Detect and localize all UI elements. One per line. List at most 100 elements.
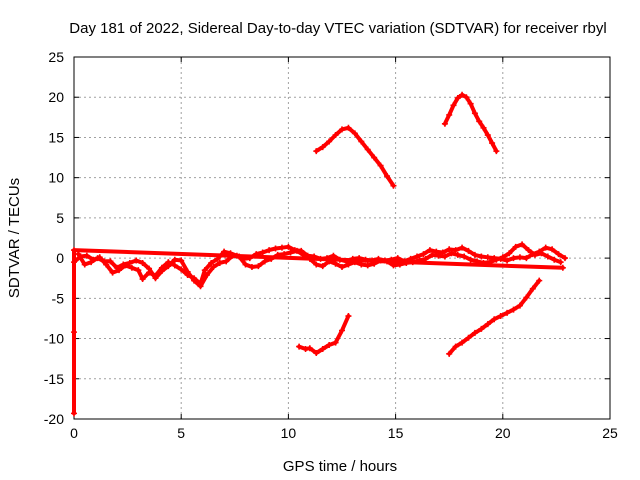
data-point — [81, 261, 88, 268]
data-point — [358, 261, 365, 268]
data-point — [452, 343, 459, 350]
data-point — [465, 334, 472, 341]
data-point — [242, 261, 249, 268]
data-point — [446, 246, 453, 253]
y-tick-label: 0 — [56, 250, 64, 266]
data-point — [476, 118, 483, 125]
data-point — [384, 173, 391, 180]
data-point — [302, 346, 309, 353]
data-point — [113, 264, 120, 271]
y-tick-label: 10 — [48, 170, 64, 186]
plot-frame — [73, 56, 611, 420]
data-point — [278, 244, 285, 251]
series-outliers — [71, 247, 566, 417]
data-point — [544, 253, 551, 260]
grid-lines — [74, 57, 610, 419]
data-point — [339, 126, 345, 133]
data-point — [128, 264, 135, 271]
data-point — [71, 247, 77, 254]
data-point — [319, 346, 326, 353]
data-point — [259, 249, 266, 256]
data-point — [377, 162, 384, 169]
data-point — [248, 263, 255, 270]
data-point — [345, 261, 352, 268]
data-point — [390, 182, 397, 189]
data-point — [296, 343, 303, 350]
data-point — [478, 253, 485, 260]
data-point — [139, 259, 146, 266]
x-tick-label: 15 — [388, 425, 404, 441]
data-point — [551, 256, 558, 263]
data-point — [313, 261, 320, 268]
data-point — [371, 154, 378, 161]
data-point — [332, 260, 339, 267]
data-point — [120, 261, 127, 268]
data-point — [261, 258, 268, 265]
data-point — [364, 146, 371, 153]
series-trace — [314, 125, 396, 188]
data-point — [499, 254, 506, 261]
data-point — [165, 263, 172, 270]
data-point — [549, 246, 556, 253]
data-point — [345, 124, 352, 131]
y-tick-label: 5 — [56, 210, 64, 226]
data-point — [489, 140, 496, 147]
data-point — [480, 124, 487, 131]
series-upper-arc-2 — [441, 91, 500, 155]
data-point — [441, 120, 448, 127]
data-point — [203, 272, 210, 279]
data-point — [158, 267, 165, 274]
data-point — [71, 410, 77, 417]
data-point — [484, 254, 491, 261]
data-point — [459, 339, 466, 346]
data-point — [178, 257, 185, 264]
data-point — [414, 253, 421, 260]
series-trace — [76, 242, 563, 289]
series-lower-arc-2 — [446, 277, 543, 357]
data-point — [493, 256, 500, 263]
data-point — [178, 266, 185, 273]
data-point — [504, 257, 511, 264]
data-point — [471, 110, 478, 117]
chart-title: Day 181 of 2022, Sidereal Day-to-day VTE… — [69, 20, 606, 37]
data-point — [107, 258, 114, 265]
data-point — [88, 259, 95, 266]
data-point — [510, 255, 517, 262]
data-point — [435, 252, 442, 259]
data-point — [516, 302, 523, 309]
data-point — [266, 247, 273, 254]
data-point — [339, 327, 345, 334]
data-point — [446, 350, 453, 357]
data-points — [71, 91, 568, 417]
data-point — [293, 247, 300, 254]
data-point — [555, 251, 562, 258]
data-point — [126, 259, 133, 266]
data-point — [94, 255, 101, 262]
y-tick-label: 20 — [48, 89, 64, 105]
data-point — [467, 100, 474, 107]
data-point — [471, 251, 478, 258]
data-point — [255, 263, 262, 270]
data-point — [319, 263, 326, 270]
data-point — [201, 267, 208, 274]
data-point — [285, 243, 292, 250]
y-tick-label: 15 — [48, 129, 64, 145]
data-point — [471, 329, 478, 336]
data-point — [497, 313, 504, 320]
y-tick-label: -20 — [44, 411, 64, 427]
data-point — [287, 249, 294, 256]
data-point — [441, 253, 448, 260]
data-point — [152, 275, 159, 282]
x-tick-label: 10 — [281, 425, 297, 441]
data-point — [332, 339, 339, 346]
series-lower-arc-1 — [296, 313, 352, 357]
data-point — [139, 276, 146, 283]
x-tick-label: 0 — [70, 425, 78, 441]
data-point — [493, 148, 500, 155]
data-point — [319, 144, 326, 151]
data-point — [135, 267, 142, 274]
data-point — [523, 294, 530, 301]
data-point — [83, 252, 90, 259]
data-point — [561, 255, 568, 262]
